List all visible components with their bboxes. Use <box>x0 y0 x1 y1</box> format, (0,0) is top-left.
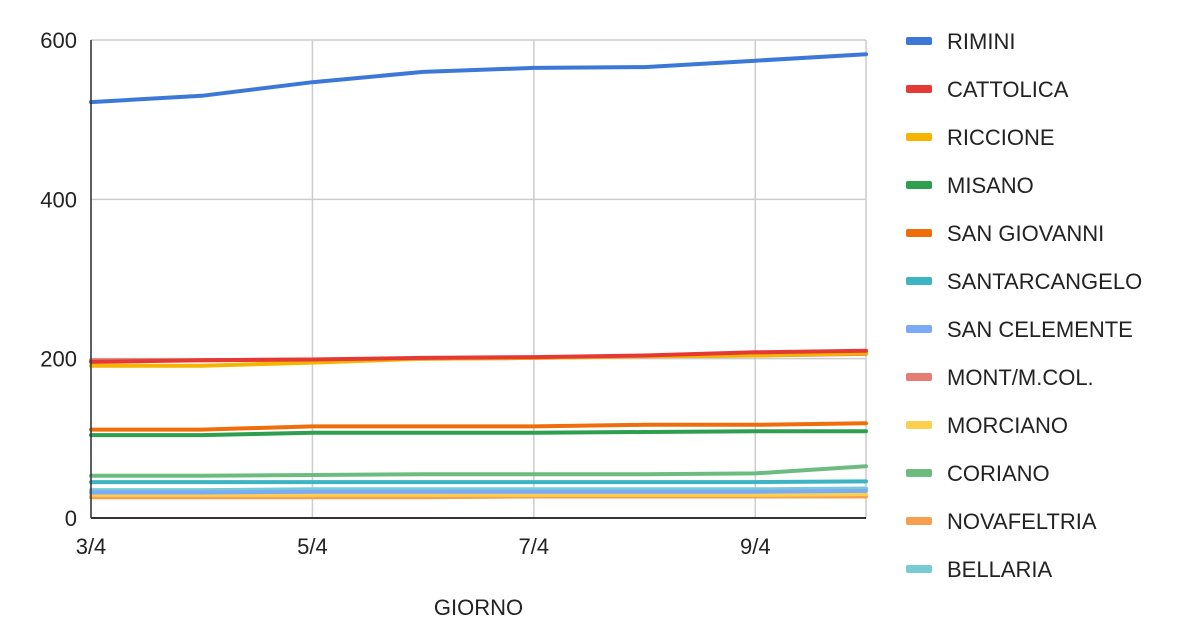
legend-swatch-san-celemente <box>906 325 932 333</box>
legend-label-santarcangelo: SANTARCANGELO <box>947 269 1142 294</box>
legend-label-morciano: MORCIANO <box>947 413 1068 438</box>
y-tick-label: 600 <box>40 28 77 53</box>
legend-swatch-bellaria <box>906 565 932 573</box>
legend-swatch-coriano <box>906 469 932 477</box>
legend-label-coriano: CORIANO <box>947 461 1050 486</box>
series-line-san-giovanni <box>89 421 868 432</box>
legend-label-mont-m-col: MONT/M.COL. <box>947 365 1094 390</box>
series-line-bellaria <box>89 486 868 493</box>
y-tick-label: 400 <box>40 187 77 212</box>
grid-lines <box>90 39 867 518</box>
x-tick-label: 9/4 <box>740 534 771 559</box>
series-line-santarcangelo <box>89 479 868 485</box>
legend-label-misano: MISANO <box>947 173 1034 198</box>
legend-label-san-giovanni: SAN GIOVANNI <box>947 221 1104 246</box>
legend-swatch-rimini <box>906 37 932 45</box>
legend-label-san-celemente: SAN CELEMENTE <box>947 317 1133 342</box>
x-tick-label: 3/4 <box>76 534 107 559</box>
legend-swatch-riccione <box>906 133 932 141</box>
series-line-morciano <box>89 492 868 497</box>
series-line-san-celemente <box>89 488 868 495</box>
axes: 0 200 400 600 3/4 5/4 7/4 9/4 <box>40 28 866 559</box>
series-line-misano <box>89 429 868 438</box>
legend-swatch-santarcangelo <box>906 277 932 285</box>
series-line-cattolica <box>89 348 868 364</box>
legend-swatch-misano <box>906 181 932 189</box>
series-line-rimini <box>89 52 868 105</box>
legend-label-cattolica: CATTOLICA <box>947 77 1069 102</box>
legend-swatch-novafeltria <box>906 517 932 525</box>
legend-label-novafeltria: NOVAFELTRIA <box>947 509 1097 534</box>
legend: RIMINI CATTOLICA RICCIONE MISANO SAN GIOVANN… <box>906 29 1142 582</box>
legend-swatch-cattolica <box>906 85 932 93</box>
series-line-coriano <box>89 464 868 478</box>
legend-swatch-san-giovanni <box>906 229 932 237</box>
y-tick-label: 0 <box>65 506 77 531</box>
legend-swatch-mont-m-col <box>906 373 932 381</box>
legend-swatch-morciano <box>906 421 932 429</box>
legend-label-bellaria: BELLARIA <box>947 557 1052 582</box>
x-axis-title: GIORNO <box>434 595 523 620</box>
legend-label-rimini: RIMINI <box>947 29 1015 54</box>
legend-label-riccione: RICCIONE <box>947 125 1055 150</box>
x-tick-label: 7/4 <box>519 534 550 559</box>
x-tick-label: 5/4 <box>297 534 328 559</box>
y-tick-label: 200 <box>40 347 77 372</box>
series-lines <box>89 52 868 500</box>
